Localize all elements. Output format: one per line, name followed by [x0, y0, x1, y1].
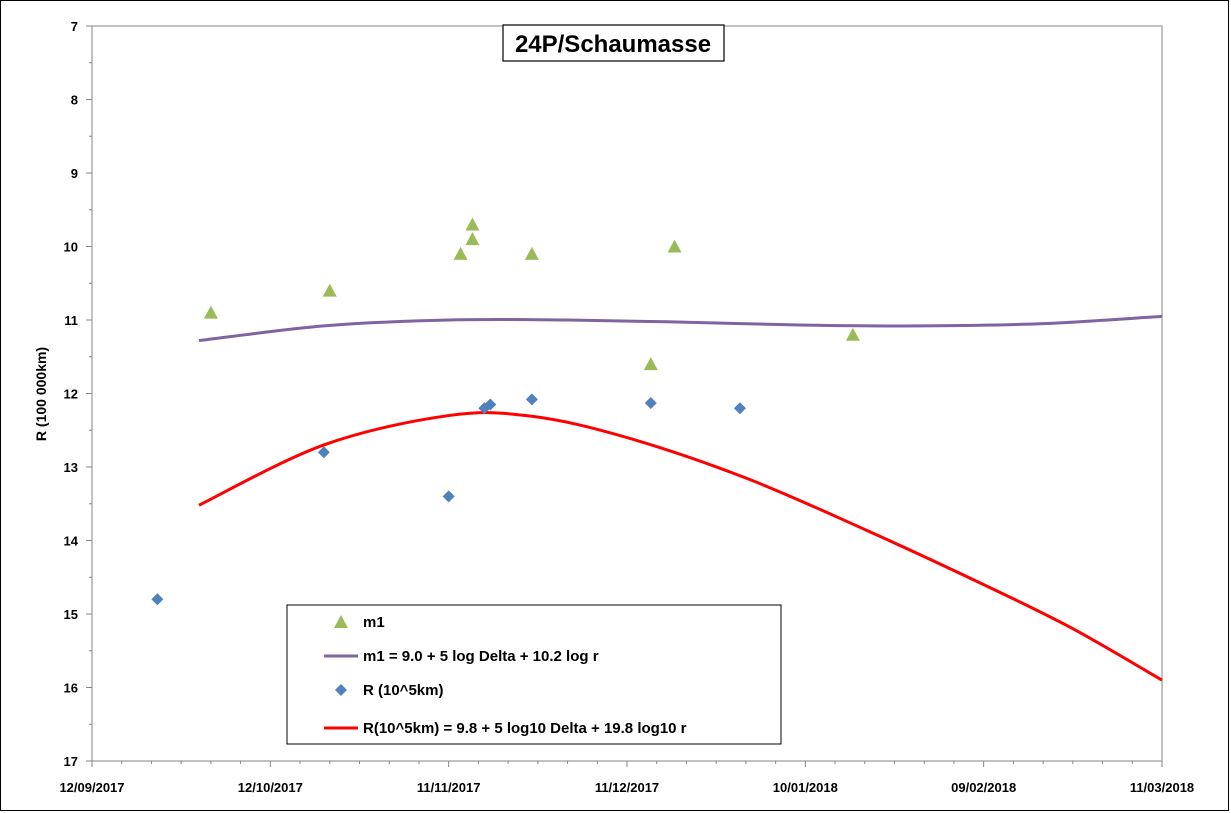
data-point: [442, 490, 455, 503]
title-box: 24P/Schaumasse: [502, 24, 725, 62]
data-point: [667, 239, 682, 253]
legend-swatch-marker: [334, 615, 348, 628]
legend-label: R (10^5km): [363, 682, 443, 699]
y-tick-label: 14: [64, 534, 79, 549]
data-point: [317, 446, 330, 459]
data-point: [151, 593, 164, 606]
series-0: [203, 217, 860, 371]
data-point: [524, 246, 539, 260]
y-tick-label: 10: [64, 240, 78, 255]
x-axis: 12/09/2017 12/10/2017 11/11/2017 11/12/2017…: [59, 761, 1194, 795]
x-tick-label: 11/11/2017: [417, 780, 481, 795]
series-2: [151, 393, 746, 606]
data-point: [465, 232, 480, 246]
data-point: [525, 393, 538, 406]
y-tick-label: 11: [64, 313, 78, 328]
y-tick-label: 15: [64, 607, 78, 622]
legend-swatch-marker: [335, 684, 347, 696]
series-line: [198, 411, 1163, 682]
y-axis: 7 8 9 10 11 12 13 14 15 16 17: [64, 19, 92, 769]
y-tick-label: 9: [71, 166, 78, 181]
data-point: [733, 402, 746, 415]
series-line: [198, 314, 1163, 343]
data-point: [322, 283, 337, 297]
x-tick-label: 11/12/2017: [595, 780, 659, 795]
y-tick-label: 8: [71, 93, 78, 108]
legend-label: R(10^5km) = 9.8 + 5 log10 Delta + 19.8 l…: [363, 720, 687, 737]
x-tick-label: 12/10/2017: [238, 780, 303, 795]
legend-label: m1: [363, 614, 385, 631]
legend: m1 m1 = 9.0 + 5 log Delta + 10.2 log r R (…: [286, 604, 782, 745]
series-1: [198, 314, 1163, 343]
legend-label: m1 = 9.0 + 5 log Delta + 10.2 log r: [363, 648, 599, 665]
data-point: [644, 397, 657, 410]
y-tick-label: 12: [64, 387, 78, 402]
data-point: [484, 398, 497, 411]
legend-box: [286, 604, 782, 745]
y-tick-label: 7: [71, 19, 78, 34]
x-tick-label: 09/02/2018: [951, 780, 1016, 795]
data-point: [203, 305, 218, 319]
x-tick-label: 10/01/2018: [773, 780, 838, 795]
series-3: [198, 411, 1163, 682]
data-point: [643, 357, 658, 371]
x-tick-label: 12/09/2017: [59, 780, 124, 795]
data-point: [465, 217, 480, 231]
y-tick-label: 16: [64, 681, 78, 696]
y-tick-label: 17: [64, 754, 78, 769]
title-border: [502, 24, 725, 62]
data-point: [453, 246, 468, 260]
x-tick-label: 11/03/2018: [1130, 780, 1194, 795]
series-layer: [151, 217, 1163, 682]
y-tick-label: 13: [64, 460, 78, 475]
data-point: [845, 327, 860, 341]
chart-title: 24P/Schaumasse: [515, 31, 711, 58]
y-axis-title: R (100 000km): [33, 347, 49, 441]
